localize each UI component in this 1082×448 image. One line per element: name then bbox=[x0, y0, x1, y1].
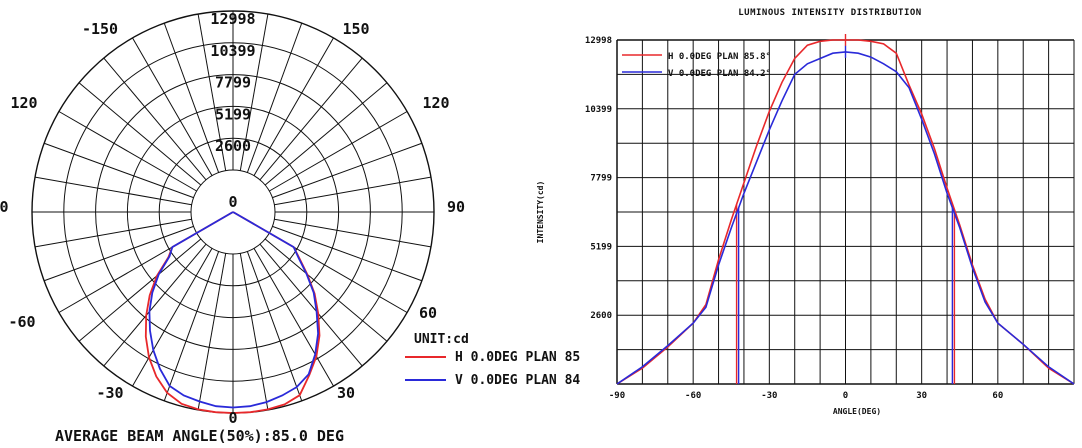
y-tick-label: 12998 bbox=[585, 36, 612, 46]
polar-angle-label: -60 bbox=[8, 313, 35, 331]
polar-spoke bbox=[132, 248, 213, 387]
polar-intensity-chart: 12998 10399 7799 5199 2600 0 -150 150 120 120 0 90… bbox=[0, 10, 465, 427]
polar-spoke bbox=[246, 22, 303, 173]
polar-series bbox=[144, 211, 321, 414]
polar-spoke bbox=[163, 251, 220, 402]
polar-spoke bbox=[272, 225, 423, 282]
polar-angle-label: 60 bbox=[419, 304, 437, 322]
cart-series-v bbox=[616, 51, 1075, 385]
x-axis-label: ANGLE(DEG) bbox=[833, 407, 881, 416]
cart-series-h bbox=[616, 39, 1075, 385]
cartesian-legend: H 0.0DEG PLAN 85.8° V 0.0DEG PLAN 84.2° bbox=[622, 52, 771, 79]
polar-spoke bbox=[103, 243, 207, 367]
polar-ring-label: 7799 bbox=[215, 74, 251, 92]
x-tick-label: 0 bbox=[843, 391, 848, 401]
x-tick-label: 60 bbox=[992, 391, 1003, 401]
polar-spoke bbox=[239, 13, 269, 171]
polar-ring bbox=[190, 169, 276, 255]
polar-spoke bbox=[58, 111, 197, 192]
cart-legend-h: H 0.0DEG PLAN 85.8° bbox=[668, 52, 771, 62]
polar-series-v bbox=[148, 211, 320, 409]
unit-label: UNIT:cd bbox=[414, 332, 469, 347]
polar-spoke bbox=[269, 111, 408, 192]
polar-spoke bbox=[246, 251, 303, 402]
y-axis-label: INTENSITY(cd) bbox=[536, 181, 545, 244]
polar-spoke bbox=[259, 243, 363, 367]
polar-angle-label: 0 bbox=[228, 409, 237, 427]
polar-spoke bbox=[274, 218, 432, 248]
polar-angle-label: 120 bbox=[422, 94, 449, 112]
polar-spoke bbox=[163, 22, 220, 173]
polar-spoke bbox=[34, 218, 192, 248]
polar-series-h bbox=[144, 211, 321, 414]
polar-legend-v: V 0.0DEG PLAN 84 bbox=[455, 373, 580, 388]
x-tick-label: 30 bbox=[916, 391, 927, 401]
polar-spoke bbox=[197, 13, 227, 171]
polar-spoke bbox=[103, 57, 207, 181]
polar-angle-labels: 0 -150 150 120 120 0 90 -60 60 -30 30 0 bbox=[0, 20, 465, 427]
average-beam-angle: AVERAGE BEAM ANGLE(50%):85.0 DEG bbox=[55, 427, 344, 445]
half-angle-markers bbox=[735, 34, 956, 384]
y-tick-label: 2600 bbox=[590, 311, 612, 321]
polar-angle-label: 90 bbox=[447, 198, 465, 216]
polar-spoke bbox=[34, 176, 192, 206]
polar-angle-label: 30 bbox=[337, 384, 355, 402]
polar-spoke bbox=[239, 253, 269, 411]
polar-ring bbox=[158, 137, 308, 287]
cart-legend-v: V 0.0DEG PLAN 84.2° bbox=[668, 69, 771, 79]
cartesian-series bbox=[616, 39, 1075, 385]
cartesian-grid bbox=[616, 39, 1075, 385]
polar-spoke bbox=[253, 248, 334, 387]
polar-spoke bbox=[253, 37, 334, 176]
polar-legend-h: H 0.0DEG PLAN 85 bbox=[455, 350, 580, 365]
polar-spoke bbox=[197, 253, 227, 411]
polar-angle-label: -30 bbox=[96, 384, 123, 402]
polar-angle-label: 120 bbox=[10, 94, 37, 112]
polar-angle-label: 150 bbox=[342, 20, 369, 38]
polar-spoke bbox=[78, 82, 202, 186]
polar-spoke bbox=[272, 142, 423, 199]
y-tick-label: 5199 bbox=[590, 242, 612, 252]
polar-ring-label: 5199 bbox=[215, 105, 251, 123]
x-tick-label: -60 bbox=[685, 391, 701, 401]
polar-ring bbox=[126, 105, 340, 319]
polar-spoke bbox=[43, 142, 194, 199]
polar-spoke bbox=[132, 37, 213, 176]
polar-legend: UNIT:cd H 0.0DEG PLAN 85 V 0.0DEG PLAN 8… bbox=[405, 332, 580, 388]
x-tick-label: -90 bbox=[609, 391, 625, 401]
polar-ring bbox=[95, 74, 371, 350]
polar-ring-label: 10399 bbox=[210, 42, 255, 60]
polar-grid bbox=[31, 10, 435, 414]
polar-spoke bbox=[264, 238, 388, 342]
y-tick-label: 7799 bbox=[590, 174, 612, 184]
cartesian-ticks: -90 -60 -30 0 30 60 2600 5199 7799 10399 12998 bbox=[585, 36, 1003, 401]
polar-spoke bbox=[78, 238, 202, 342]
polar-angle-label: 0 bbox=[0, 198, 9, 216]
x-tick-label: -30 bbox=[761, 391, 777, 401]
polar-spoke bbox=[274, 176, 432, 206]
y-tick-label: 10399 bbox=[585, 105, 612, 115]
cartesian-intensity-chart: LUMINOUS INTENSITY DISTRIBUTION -90 -60 -3… bbox=[536, 8, 1075, 416]
polar-ring-label: 12998 bbox=[210, 10, 255, 28]
polar-angle-label: 0 bbox=[228, 193, 237, 211]
polar-ring bbox=[63, 42, 403, 382]
polar-ring-label: 2600 bbox=[215, 137, 251, 155]
polar-ring-labels: 12998 10399 7799 5199 2600 bbox=[210, 10, 255, 155]
polar-spoke bbox=[43, 225, 194, 282]
polar-spoke bbox=[264, 82, 388, 186]
chart-title: LUMINOUS INTENSITY DISTRIBUTION bbox=[738, 8, 921, 18]
polar-spoke bbox=[259, 57, 363, 181]
polar-angle-label: -150 bbox=[82, 20, 118, 38]
